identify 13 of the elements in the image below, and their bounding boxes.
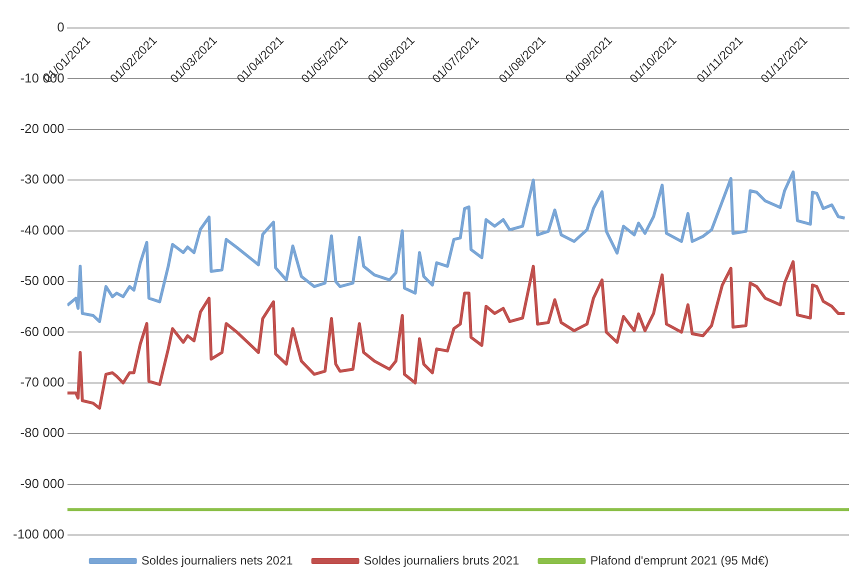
legend-label: Soldes journaliers nets 2021 bbox=[141, 553, 294, 568]
y-tick-label: -100 000 bbox=[12, 526, 64, 542]
y-tick-label: -90 000 bbox=[20, 476, 64, 491]
y-tick-label: -30 000 bbox=[20, 172, 64, 187]
y-tick-label: 0 bbox=[57, 20, 64, 35]
legend-label: Soldes journaliers bruts 2021 bbox=[364, 553, 520, 568]
y-tick-label: -60 000 bbox=[20, 324, 64, 339]
y-tick-label: -80 000 bbox=[20, 425, 64, 440]
y-tick-label: -40 000 bbox=[20, 222, 64, 238]
legend-label: Plafond d'emprunt 2021 (95 Md€) bbox=[590, 553, 769, 568]
y-tick-label: -20 000 bbox=[20, 120, 64, 136]
y-tick-label: -50 000 bbox=[20, 273, 64, 288]
y-tick-label: -70 000 bbox=[20, 374, 64, 390]
